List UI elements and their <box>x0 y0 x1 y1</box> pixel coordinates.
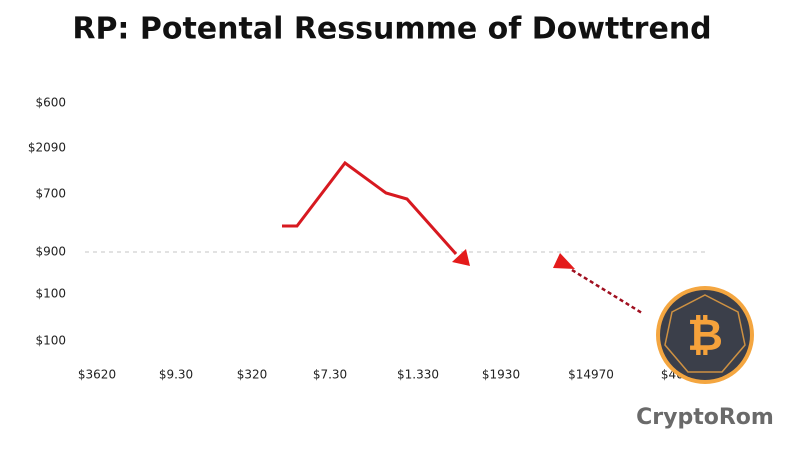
y-tick-label: $900 <box>35 245 66 259</box>
arrow-head <box>553 253 575 269</box>
x-tick-label: $1930 <box>482 368 520 382</box>
x-tick-label: $7.30 <box>313 368 347 382</box>
x-tick-label: $14970 <box>568 368 614 382</box>
y-axis: $600 $2090 $700 $900 $100 $100 <box>28 96 66 348</box>
projection-line <box>571 268 643 315</box>
x-tick-label: $3620 <box>78 368 116 382</box>
arrow-head <box>452 249 470 266</box>
trend-line <box>282 160 458 255</box>
y-tick-label: $600 <box>35 96 66 110</box>
x-tick-label: $320 <box>237 368 268 382</box>
y-tick-label: $100 <box>35 334 66 348</box>
logo: ₿ <box>656 286 754 384</box>
brand-name: CryptoRom <box>636 405 774 430</box>
x-axis: $3620$9.30$320$7.30$1.330$1930$14970$400… <box>78 368 699 382</box>
y-tick-label: $100 <box>35 287 66 301</box>
x-tick-label: $1.330 <box>397 368 439 382</box>
svg-text:₿: ₿ <box>687 310 723 361</box>
y-tick-label: $700 <box>35 187 66 201</box>
chart-title: RP: Potental Ressumme of Dowttrend <box>72 12 711 47</box>
y-tick-label: $2090 <box>28 141 66 155</box>
x-tick-label: $9.30 <box>159 368 193 382</box>
